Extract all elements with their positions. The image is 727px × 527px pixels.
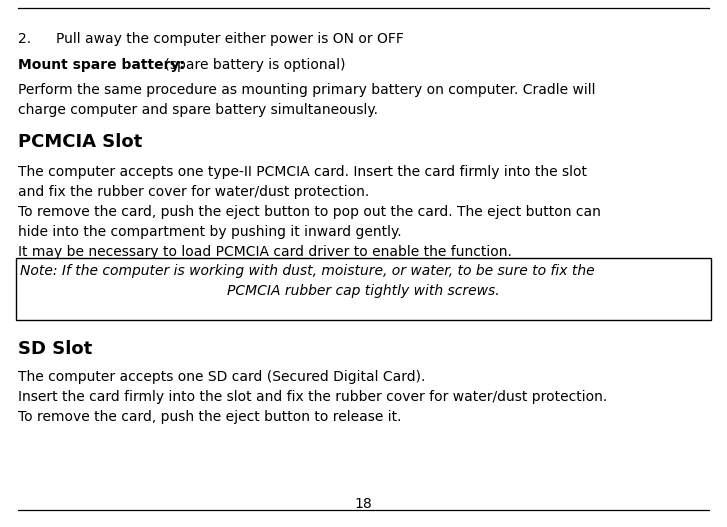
Text: 18: 18	[355, 497, 372, 511]
Text: PCMCIA rubber cap tightly with screws.: PCMCIA rubber cap tightly with screws.	[227, 284, 500, 298]
Text: Mount spare battery:: Mount spare battery:	[18, 58, 185, 72]
Text: Note: If the computer is working with dust, moisture, or water, to be sure to fi: Note: If the computer is working with du…	[20, 264, 595, 278]
Text: 2.: 2.	[18, 32, 31, 46]
Text: The computer accepts one type-II PCMCIA card. Insert the card firmly into the sl: The computer accepts one type-II PCMCIA …	[18, 165, 587, 179]
Text: To remove the card, push the eject button to pop out the card. The eject button : To remove the card, push the eject butto…	[18, 205, 601, 219]
Text: To remove the card, push the eject button to release it.: To remove the card, push the eject butto…	[18, 410, 401, 424]
Text: and fix the rubber cover for water/dust protection.: and fix the rubber cover for water/dust …	[18, 185, 369, 199]
Text: Insert the card firmly into the slot and fix the rubber cover for water/dust pro: Insert the card firmly into the slot and…	[18, 390, 607, 404]
Text: charge computer and spare battery simultaneously.: charge computer and spare battery simult…	[18, 103, 378, 117]
Text: (spare battery is optional): (spare battery is optional)	[160, 58, 345, 72]
Text: Perform the same procedure as mounting primary battery on computer. Cradle will: Perform the same procedure as mounting p…	[18, 83, 595, 97]
Text: Pull away the computer either power is ON or OFF: Pull away the computer either power is O…	[56, 32, 404, 46]
Text: The computer accepts one SD card (Secured Digital Card).: The computer accepts one SD card (Secure…	[18, 370, 425, 384]
Text: SD Slot: SD Slot	[18, 340, 92, 358]
Text: PCMCIA Slot: PCMCIA Slot	[18, 133, 142, 151]
Text: hide into the compartment by pushing it inward gently.: hide into the compartment by pushing it …	[18, 225, 401, 239]
Bar	[16, 258, 711, 320]
Text: It may be necessary to load PCMCIA card driver to enable the function.: It may be necessary to load PCMCIA card …	[18, 245, 512, 259]
